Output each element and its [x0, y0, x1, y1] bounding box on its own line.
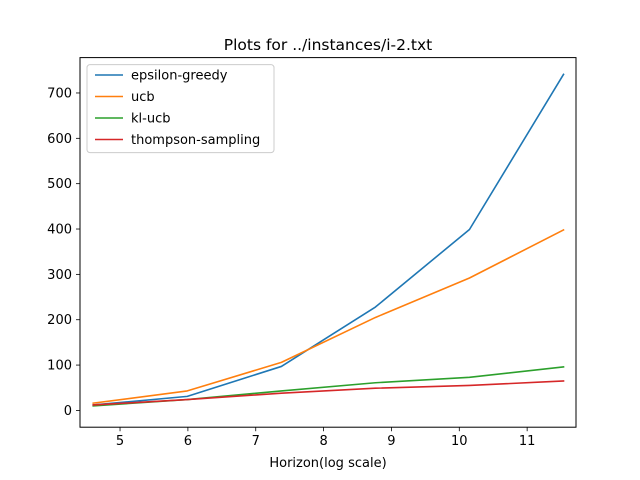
- legend-label-2: kl-ucb: [131, 112, 170, 127]
- y-tick-label: 700: [47, 86, 72, 101]
- chart-title: Plots for ../instances/i-2.txt: [224, 36, 433, 54]
- series-line-0: [92, 73, 565, 406]
- x-axis-label: Horizon(log scale): [269, 456, 386, 471]
- y-tick-label: 500: [47, 177, 72, 192]
- x-tick-label: 7: [252, 434, 260, 449]
- y-tick-label: 400: [47, 223, 72, 238]
- series-line-3: [92, 380, 565, 406]
- x-tick-label: 9: [387, 434, 395, 449]
- plot-area-frame: [79, 57, 577, 428]
- x-tick-label: 6: [184, 434, 192, 449]
- legend-label-1: ucb: [131, 90, 155, 105]
- series-line-2: [92, 365, 565, 407]
- series-layer: [92, 73, 565, 407]
- x-tick-label: 10: [451, 434, 468, 449]
- series-line-1: [92, 228, 565, 405]
- y-tick-label: 300: [47, 268, 72, 283]
- y-tick-label: 100: [47, 359, 72, 374]
- y-tick-label: 200: [47, 313, 72, 328]
- x-tick-label: 5: [116, 434, 124, 449]
- x-axis: 5 6 7 8 9 10 11: [116, 427, 536, 449]
- y-axis: 0 100 200 300 400 500 600 700: [47, 86, 80, 419]
- legend-frame: [86, 64, 275, 154]
- x-tick-label: 8: [319, 434, 327, 449]
- legend-label-0: epsilon-greedy: [131, 69, 228, 84]
- legend-label-3: thompson-sampling: [131, 133, 260, 148]
- legend: epsilon-greedy ucb kl-ucb thompson-sampling: [86, 64, 275, 154]
- y-tick-label: 600: [47, 132, 72, 147]
- y-tick-label: 0: [64, 404, 72, 419]
- x-tick-label: 11: [519, 434, 536, 449]
